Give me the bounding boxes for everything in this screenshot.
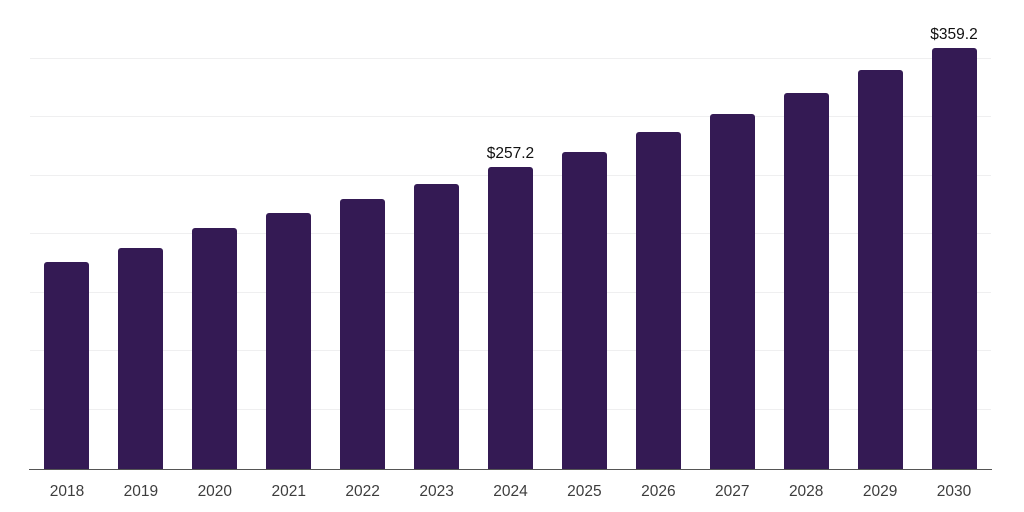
bar-slot-2029 bbox=[843, 0, 917, 469]
bar-slot-2026 bbox=[621, 0, 695, 469]
bar-slot-2018 bbox=[30, 0, 104, 469]
bar-slot-2019 bbox=[104, 0, 178, 469]
bar-2029 bbox=[857, 70, 903, 469]
x-tick-2021: 2021 bbox=[271, 483, 306, 500]
bar-2028 bbox=[783, 92, 829, 469]
bar-2021 bbox=[266, 213, 312, 469]
x-tick-2018: 2018 bbox=[49, 483, 85, 500]
x-axis-line bbox=[29, 468, 992, 470]
x-tick-2023: 2023 bbox=[419, 483, 454, 500]
x-tick-2027: 2027 bbox=[715, 483, 750, 500]
bar-2018 bbox=[44, 262, 90, 469]
bar-2025 bbox=[561, 152, 607, 469]
x-tick-2022: 2022 bbox=[345, 483, 380, 500]
bar-2027 bbox=[709, 113, 755, 469]
bar-slot-2025 bbox=[547, 0, 621, 469]
data-label-2024: $257.2 bbox=[486, 145, 535, 163]
x-tick-2019: 2019 bbox=[123, 483, 159, 500]
bar-2019 bbox=[118, 248, 164, 469]
bar-slot-2023 bbox=[400, 0, 474, 469]
bar-2020 bbox=[192, 228, 238, 469]
x-tick-2025: 2025 bbox=[567, 483, 602, 500]
bar-slot-2022 bbox=[326, 0, 400, 469]
bar-2023 bbox=[414, 183, 460, 469]
bar-slot-2021 bbox=[252, 0, 326, 469]
bar-slot-2027 bbox=[695, 0, 769, 469]
x-axis-tick-labels: 2018 2019 2020 2021 2022 2023 2024 2025 2026 2027… bbox=[30, 483, 991, 501]
x-tick-2028: 2028 bbox=[788, 483, 824, 500]
bar-2026 bbox=[635, 132, 681, 469]
bar-slot-2024: $257.2 bbox=[474, 0, 548, 469]
plot-area: $257.2 $359.2 bbox=[29, 0, 992, 470]
x-tick-2024: 2024 bbox=[493, 483, 528, 500]
gridline-350 bbox=[30, 57, 991, 59]
bar-slot-2030: $359.2 bbox=[917, 0, 991, 469]
bar-slot-2028 bbox=[769, 0, 843, 469]
bar-slot-2020 bbox=[178, 0, 252, 469]
x-tick-2030: 2030 bbox=[936, 483, 972, 500]
bar-2030 bbox=[931, 47, 977, 469]
bar-2022 bbox=[340, 199, 386, 469]
bar-2024 bbox=[487, 167, 533, 469]
x-tick-2020: 2020 bbox=[197, 483, 233, 500]
data-label-2030: $359.2 bbox=[930, 25, 978, 43]
bars: $257.2 $359.2 bbox=[30, 0, 991, 469]
x-tick-2026: 2026 bbox=[641, 483, 676, 500]
gridline-300 bbox=[30, 116, 991, 118]
x-tick-2029: 2029 bbox=[862, 483, 898, 500]
